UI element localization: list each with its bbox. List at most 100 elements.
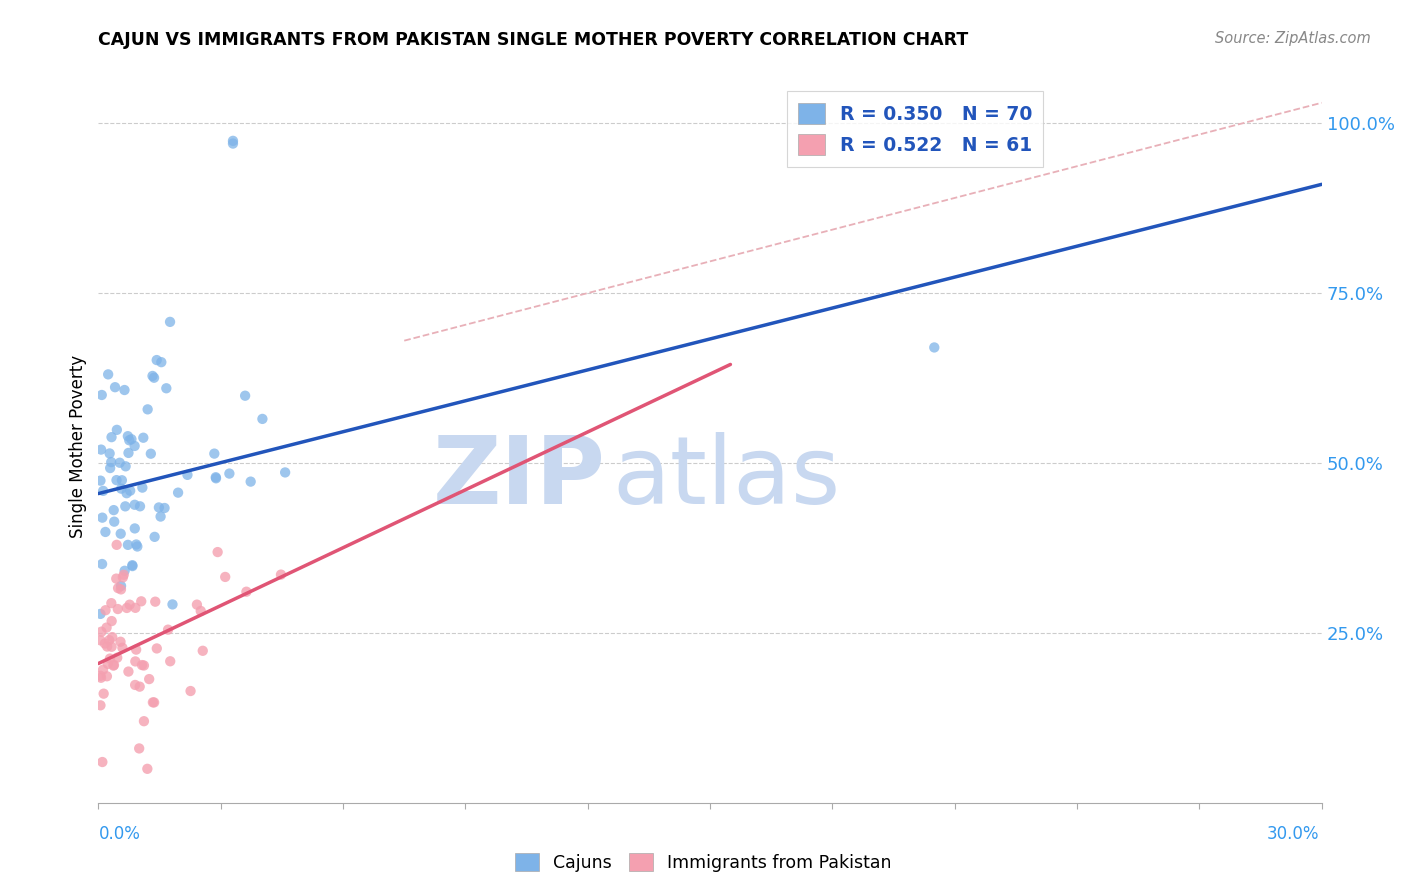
Point <box>91 557 114 571</box>
Point <box>148 500 170 515</box>
Point <box>93 687 115 701</box>
Point <box>104 380 127 394</box>
Point <box>128 680 150 694</box>
Point <box>89 633 111 648</box>
Point <box>167 485 190 500</box>
Point <box>91 663 114 677</box>
Point <box>222 134 245 148</box>
Point <box>207 545 229 559</box>
Point <box>89 669 111 683</box>
Point <box>107 581 129 595</box>
Point <box>105 423 128 437</box>
Point <box>145 353 167 368</box>
Point <box>103 658 125 673</box>
Point <box>124 678 146 692</box>
Point <box>89 474 111 488</box>
Point <box>118 598 141 612</box>
Point <box>136 762 159 776</box>
Point <box>98 651 121 665</box>
Text: atlas: atlas <box>612 432 841 524</box>
Point <box>121 558 143 573</box>
Y-axis label: Single Mother Poverty: Single Mother Poverty <box>69 354 87 538</box>
Point <box>96 669 118 683</box>
Text: ZIP: ZIP <box>433 432 606 524</box>
Point <box>91 483 114 498</box>
Point <box>270 567 292 582</box>
Point <box>105 473 128 487</box>
Point <box>98 446 121 460</box>
Point <box>124 521 146 535</box>
Point <box>124 439 146 453</box>
Point <box>159 654 181 668</box>
Legend: Cajuns, Immigrants from Pakistan: Cajuns, Immigrants from Pakistan <box>508 847 898 879</box>
Point <box>89 698 111 713</box>
Point <box>103 515 125 529</box>
Point <box>150 355 173 369</box>
Point <box>157 623 180 637</box>
Point <box>117 446 139 460</box>
Point <box>115 486 138 500</box>
Point <box>96 621 118 635</box>
Point <box>274 466 297 480</box>
Point <box>114 500 136 514</box>
Point <box>111 473 134 487</box>
Point <box>108 456 131 470</box>
Point <box>180 684 202 698</box>
Point <box>118 434 141 448</box>
Point <box>91 755 114 769</box>
Point <box>98 633 121 648</box>
Point <box>222 136 245 151</box>
Point <box>100 640 122 654</box>
Point <box>112 567 135 582</box>
Point <box>202 447 225 461</box>
Point <box>129 500 152 514</box>
Point <box>205 471 228 485</box>
Point <box>124 600 146 615</box>
Point <box>91 510 114 524</box>
Point <box>153 500 176 515</box>
Point <box>105 538 128 552</box>
Point <box>105 650 128 665</box>
Point <box>96 640 118 654</box>
Point <box>94 603 117 617</box>
Point <box>97 657 120 671</box>
Point <box>142 695 165 709</box>
Point <box>89 607 111 621</box>
Point <box>155 381 177 395</box>
Point <box>100 596 122 610</box>
Text: 30.0%: 30.0% <box>1267 825 1319 843</box>
Point <box>100 614 122 628</box>
Point <box>114 459 136 474</box>
Point <box>103 503 125 517</box>
Point <box>111 640 134 655</box>
Point <box>120 483 142 498</box>
Point <box>218 467 240 481</box>
Point <box>235 584 257 599</box>
Point <box>131 658 153 673</box>
Point <box>214 570 236 584</box>
Point <box>103 657 125 672</box>
Point <box>115 601 138 615</box>
Point <box>94 524 117 539</box>
Legend: R = 0.350   N = 70, R = 0.522   N = 61: R = 0.350 N = 70, R = 0.522 N = 61 <box>787 92 1043 167</box>
Point <box>110 482 132 496</box>
Point <box>132 658 155 673</box>
Point <box>143 595 166 609</box>
Point <box>186 598 208 612</box>
Point <box>125 537 148 551</box>
Point <box>98 461 121 475</box>
Point <box>159 315 181 329</box>
Point <box>94 636 117 650</box>
Point <box>124 655 146 669</box>
Point <box>101 630 124 644</box>
Point <box>121 559 143 574</box>
Point <box>132 431 155 445</box>
Point <box>149 509 172 524</box>
Point <box>252 412 274 426</box>
Point <box>176 467 198 482</box>
Point <box>132 714 155 729</box>
Point <box>90 388 112 402</box>
Point <box>117 429 139 443</box>
Point <box>117 665 139 679</box>
Point <box>111 570 134 584</box>
